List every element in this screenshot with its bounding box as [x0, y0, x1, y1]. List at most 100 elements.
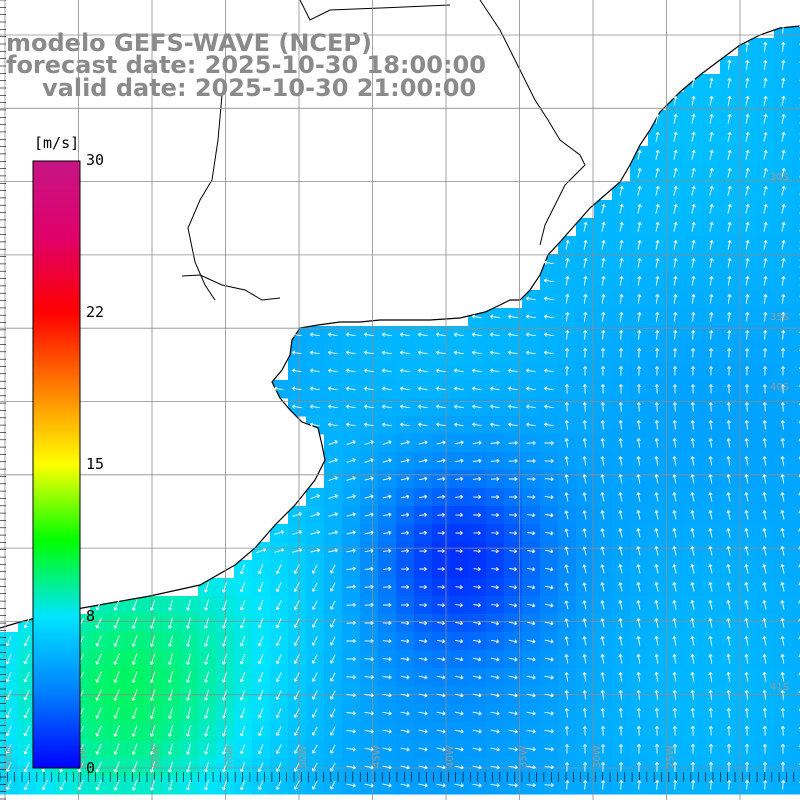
wind-arrow [23, 707, 30, 719]
wind-arrow [346, 602, 356, 607]
wind-arrow [436, 440, 446, 445]
wind-arrow [454, 657, 464, 662]
wind-arrow [185, 635, 192, 647]
wind-arrow [455, 494, 464, 500]
wind-arrow [708, 366, 714, 376]
wind-arrow [346, 783, 356, 788]
wind-speed-cell [792, 632, 800, 651]
colorbar-unit: [m/s] [34, 134, 80, 152]
wind-arrow [311, 654, 318, 664]
wind-arrow [727, 168, 732, 178]
wind-arrow [673, 258, 678, 268]
wind-arrow [654, 510, 659, 520]
wind-arrow [382, 602, 392, 608]
wind-arrow [744, 654, 749, 664]
wind-arrow [453, 350, 464, 355]
wind-arrow [745, 186, 750, 196]
wind-arrow [418, 458, 428, 463]
wind-arrow [780, 492, 785, 502]
wind-speed-cell [792, 218, 800, 237]
wind-arrow [186, 599, 191, 611]
wind-arrow [455, 584, 463, 590]
wind-arrow [637, 186, 642, 196]
wind-arrow [473, 585, 481, 590]
wind-arrow [454, 476, 464, 481]
wind-arrow [382, 476, 392, 481]
wind-arrow [257, 762, 264, 772]
wind-arrow [310, 332, 320, 337]
wind-arrow [600, 528, 605, 538]
wind-arrow [471, 314, 482, 319]
wind-arrow [221, 617, 228, 629]
wind-arrow [691, 167, 696, 178]
wind-arrow [582, 654, 587, 664]
wind-arrow [526, 458, 536, 464]
wind-arrow [364, 476, 374, 481]
wind-arrow [564, 366, 570, 376]
wind-arrow [690, 546, 695, 556]
wind-arrow [726, 564, 731, 574]
wind-arrow [167, 689, 174, 701]
wind-arrow [763, 330, 768, 340]
wind-arrow [329, 636, 336, 646]
wind-arrow [419, 566, 427, 572]
wind-arrow [726, 618, 731, 628]
valid-date: valid date: 2025-10-30 21:00:00 [42, 74, 477, 102]
wind-arrow [185, 725, 191, 737]
wind-arrow [709, 149, 714, 160]
wind-arrow [672, 420, 677, 430]
wind-arrow [690, 726, 696, 736]
wind-arrow [726, 546, 731, 556]
wind-arrow [600, 690, 605, 700]
wind-arrow [655, 204, 660, 214]
wind-arrow [311, 780, 318, 790]
wind-arrow [292, 548, 303, 553]
wind-arrow [564, 618, 569, 628]
wind-arrow [544, 477, 554, 482]
wind-arrow [780, 582, 785, 592]
wind-arrow [762, 708, 767, 718]
wind-arrow [508, 657, 518, 662]
wind-arrow [509, 621, 518, 626]
wind-arrow [636, 366, 642, 376]
wind-arrow [636, 348, 642, 358]
wind-arrow [601, 330, 606, 340]
wind-arrow [582, 456, 587, 466]
wind-arrow [618, 474, 623, 484]
wind-arrow [526, 476, 536, 482]
wind-arrow [745, 77, 750, 88]
wind-arrow [565, 258, 570, 268]
wind-arrow [619, 276, 624, 286]
wind-arrow [618, 456, 623, 466]
wind-arrow [673, 222, 678, 232]
wind-speed-cell [792, 488, 800, 507]
wind-arrow [400, 783, 410, 788]
wind-arrow [601, 258, 606, 268]
wind-arrow [472, 675, 482, 680]
wind-arrow [436, 458, 446, 463]
wind-arrow [727, 113, 732, 124]
wind-arrow [708, 582, 713, 592]
wind-arrow [744, 528, 749, 538]
wind-arrow [637, 294, 642, 304]
wind-arrow [239, 707, 246, 719]
wind-arrow [381, 332, 392, 337]
wind-arrow [526, 657, 536, 662]
wind-arrow [437, 639, 446, 644]
wind-arrow [526, 422, 536, 427]
wind-arrow [744, 456, 749, 466]
wind-arrow [655, 186, 660, 196]
wind-arrow [601, 294, 606, 304]
wind-arrow [364, 747, 374, 752]
wind-arrow [310, 422, 320, 427]
wind-arrow [709, 330, 714, 340]
wind-arrow [726, 402, 731, 412]
wind-arrow [526, 368, 536, 373]
wind-arrow [257, 708, 264, 719]
wind-arrow [655, 131, 660, 142]
wind-arrow [636, 744, 642, 754]
wind-arrow [364, 602, 374, 608]
wind-arrow [364, 657, 374, 662]
wind-arrow [618, 708, 623, 718]
